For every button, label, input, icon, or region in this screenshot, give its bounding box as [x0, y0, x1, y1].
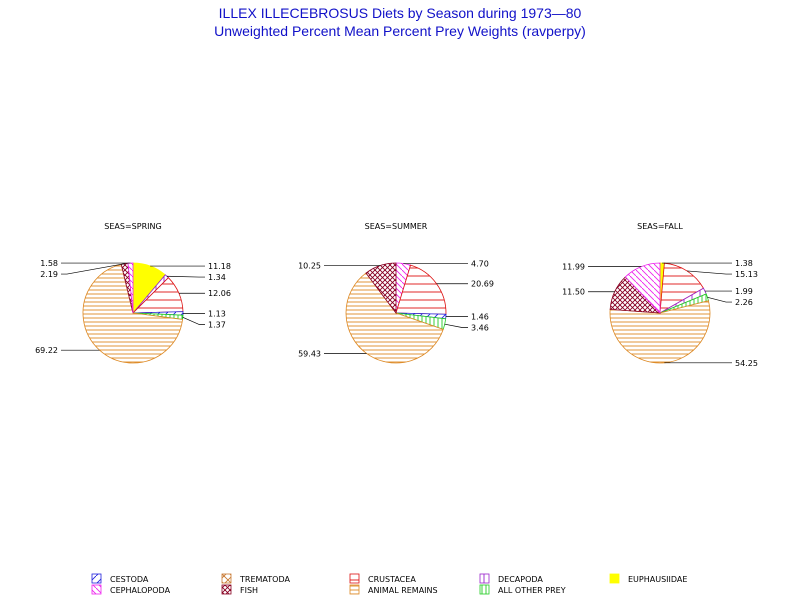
slice-label: 54.25	[735, 359, 758, 368]
legend-label: CEPHALOPODA	[110, 586, 171, 595]
slice-label: 1.58	[40, 259, 58, 268]
slice-label: 20.69	[471, 280, 494, 289]
chart-title: ILLEX ILLECEBROSUS Diets by Season durin…	[219, 5, 582, 21]
pie-title: SEAS=SPRING	[104, 222, 161, 231]
leader-line	[166, 275, 205, 278]
chart-subtitle: Unweighted Percent Mean Percent Prey Wei…	[214, 23, 586, 39]
legend-swatch	[349, 573, 360, 584]
leader-line	[182, 316, 205, 325]
slice-label: 1.34	[208, 273, 226, 282]
legend-label: EUPHAUSIIDAE	[628, 575, 687, 584]
leader-line	[707, 296, 732, 303]
slice-label: 59.43	[298, 349, 321, 358]
legend-swatch	[91, 584, 102, 595]
leader-line	[686, 270, 732, 275]
legend-swatch	[349, 584, 360, 595]
pie-seas-fall: SEAS=FALL 1.38 15.13 1.99 2.26 54.25 11.99 11.5…	[562, 222, 758, 368]
legend-label: CRUSTACEA	[368, 575, 416, 584]
legend-item-all-other-prey: ALL OTHER PREY	[479, 584, 566, 595]
slice-label: 1.46	[471, 313, 489, 322]
legend-label: ANIMAL REMAINS	[368, 586, 438, 595]
slice-label: 11.99	[562, 263, 585, 272]
slice-label: 2.19	[40, 270, 58, 279]
slice-label: 1.38	[735, 259, 753, 268]
slice-crustacea	[395, 264, 447, 315]
legend-item-cephalopoda: CEPHALOPODA	[91, 584, 171, 595]
slice-animal-remains	[345, 272, 444, 364]
pie-seas-spring: SEAS=SPRING 11.18 1.34 12.06 1.13 1.37 1.58 2.1…	[35, 222, 231, 364]
legend-swatch	[91, 573, 102, 584]
slice-label: 11.18	[208, 262, 231, 271]
pie-seas-summer: SEAS=SUMMER 4.70 20.69 1.46 3.46 10.25 59.43	[298, 222, 494, 364]
slice-label: 12.06	[208, 289, 231, 298]
pies-layer: SEAS=SPRING 11.18 1.34 12.06 1.13 1.37 1.58 2.1…	[35, 222, 758, 368]
slice-label: 10.25	[298, 262, 321, 271]
legend-label: TREMATODA	[239, 575, 290, 584]
legend-swatch	[479, 584, 490, 595]
legend-swatch	[609, 573, 620, 584]
slice-label: 4.70	[471, 260, 489, 269]
slice-label: 15.13	[735, 270, 758, 279]
leader-line	[444, 323, 468, 328]
slice-label: 1.13	[208, 309, 226, 318]
slice-label: 1.37	[208, 320, 226, 329]
legend-item-crustacea: CRUSTACEA	[349, 573, 416, 584]
legend-item-euphausiidae: EUPHAUSIIDAE	[609, 573, 687, 584]
legend-swatch	[221, 573, 232, 584]
leader-line	[61, 263, 125, 275]
legend-item-decapoda: DECAPODA	[479, 573, 543, 584]
legend-label: ALL OTHER PREY	[498, 586, 566, 595]
legend-label: FISH	[240, 586, 258, 595]
slice-animal-remains	[82, 263, 184, 364]
legend-label: DECAPODA	[498, 575, 543, 584]
slice-label: 2.26	[735, 298, 753, 307]
legend-swatch	[479, 573, 490, 584]
legend: CESTODA TREMATODA CRUSTACEA DECAPODA EUPHAUS…	[91, 573, 687, 595]
pie-title: SEAS=SUMMER	[365, 222, 428, 231]
legend-swatch	[221, 584, 232, 595]
slice-cephalopoda	[624, 262, 661, 314]
slice-label: 11.50	[562, 288, 585, 297]
legend-item-fish: FISH	[221, 584, 258, 595]
pie-title: SEAS=FALL	[637, 222, 683, 231]
slice-label: 69.22	[35, 346, 58, 355]
legend-label: CESTODA	[110, 575, 149, 584]
slice-label: 1.99	[735, 287, 753, 296]
legend-item-animal-remains: ANIMAL REMAINS	[349, 584, 438, 595]
legend-item-cestoda: CESTODA	[91, 573, 149, 584]
slice-label: 3.46	[471, 324, 489, 333]
legend-item-trematoda: TREMATODA	[221, 573, 290, 584]
